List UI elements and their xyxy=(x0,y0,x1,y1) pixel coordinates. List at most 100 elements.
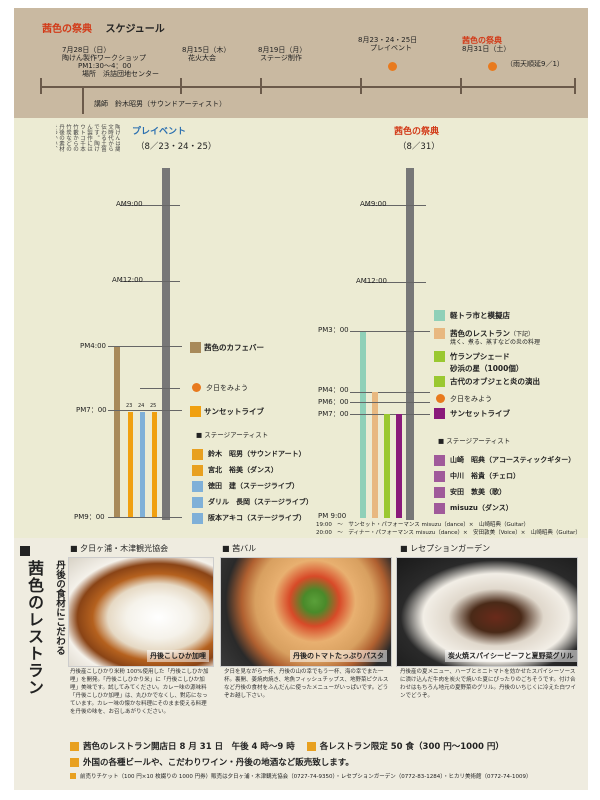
artist-item: 阪本アキコ（ステージライブ） xyxy=(192,510,313,526)
bar-num: 23 xyxy=(126,403,133,409)
cafe-label: 茜色のカフェバー xyxy=(204,343,264,352)
artist-swatch xyxy=(434,470,445,482)
event-fireworks: 8月15日（木） 花火大会 xyxy=(182,46,231,63)
event-stage: 8月19日（月） ステージ制作 xyxy=(258,46,307,63)
restaurant-sub: 焼く、煮る、蒸すなどの炎の料理 xyxy=(450,339,541,346)
live-bar xyxy=(128,412,133,518)
market-swatch xyxy=(434,310,445,321)
section-desc: 夕日を見ながら一杯、丹後の山の幸でもう一杯、海の幸でまた一杯。裏開、姜焼肉焼き、… xyxy=(224,669,389,699)
artist-item: 鈴木 昭男（サウンドアート） xyxy=(192,446,313,462)
timeline-tick xyxy=(180,78,182,94)
time-label: PM4：00 xyxy=(318,386,349,394)
time-label: PM7：00 xyxy=(76,406,107,414)
intro-vertical-text: 陶けんは縄文時代から伝わる土笛です。陶けん製作にはウトコ千本竹藪からの竹炭などの… xyxy=(56,124,120,152)
section-desc: 丹後産の夏メニュー、ハーブとミニトマトを効かせたスパイシーソースに漬け込んだ牛肉… xyxy=(400,669,576,699)
hline xyxy=(120,205,180,206)
time-label: PM4:00 xyxy=(80,342,106,350)
timeline-tick xyxy=(82,86,84,114)
pre-event-title: プレイベント xyxy=(132,127,187,137)
section-title: ■ レセプションガーデン xyxy=(400,544,491,553)
schedule-title: 茜色の祭典 スケジュール xyxy=(42,24,165,36)
pre-event-dates: （8／23・24・25） xyxy=(136,142,217,152)
lamp-swatch xyxy=(434,351,445,362)
artist-item: 宮北 裕美（ダンス） xyxy=(192,462,313,478)
live-label: サンセットライブ xyxy=(204,407,264,416)
restaurant-vertical-title: 丹後の食材にこだわる 茜色のレストラン xyxy=(16,546,72,716)
time-label: AM12:00 xyxy=(112,276,144,284)
restaurant-swatch xyxy=(434,328,445,339)
sunset-dot xyxy=(192,383,201,392)
sand-stars-label: 砂浜の星（1000個） xyxy=(450,364,524,373)
artist-swatch xyxy=(434,486,445,498)
restaurant-label: 茜色のレストラン（下記） xyxy=(450,329,535,338)
object-swatch xyxy=(434,376,445,387)
artist-item: ダリル 長岡（ステージライブ） xyxy=(192,494,313,510)
live-bar xyxy=(396,414,402,518)
live-swatch xyxy=(434,408,445,419)
market-label: 軽トラ市と模擬店 xyxy=(450,311,510,320)
hline xyxy=(364,282,426,283)
timeline-line xyxy=(40,86,576,88)
pre-event-dot xyxy=(388,62,397,71)
dish-caption: 丹後こしひか加哩 xyxy=(147,650,209,662)
pasta-photo: 丹後のトマトたっぷりパスタ xyxy=(220,557,392,667)
schedule-title-rest: スケジュール xyxy=(105,24,165,35)
perf-note-1: 19:00 ～ サンセット・パフォーマンス misuzu（dance）× 山崎昭… xyxy=(316,522,530,528)
time-label: PM3：00 xyxy=(318,326,349,334)
beef-photo: 炭火焼スパイシービーフと夏野菜グリル xyxy=(396,557,578,667)
timeline-tick xyxy=(260,78,262,94)
artist-swatch xyxy=(192,480,203,492)
cafe-bar xyxy=(114,346,120,518)
festival-dates: （8／31） xyxy=(398,142,440,152)
pre-stage-title: ■ ステージアーティスト xyxy=(196,431,269,439)
hline xyxy=(350,402,430,403)
bullet-icon xyxy=(70,757,79,767)
time-label: AM9:00 xyxy=(116,200,143,208)
time-label: PM 9:00 xyxy=(318,512,347,520)
lecturer: 講師 鈴木昭男（サウンドアーティスト） xyxy=(94,100,227,108)
event-pre: 8月23・24・25日 プレイベント xyxy=(358,36,418,53)
hline xyxy=(364,205,426,206)
festival-stage-title: ■ ステージアーティスト xyxy=(438,437,511,445)
sunset-label: 夕日をみよう xyxy=(450,395,492,403)
live-label: サンセットライブ xyxy=(450,409,510,418)
section-desc: 丹後産こしひかり米粉 100%使用した「丹後こしひか加哩」を開発。「丹後こしひか… xyxy=(70,669,209,715)
live-swatch xyxy=(190,406,201,417)
festival-title: 茜色の祭典 xyxy=(394,127,440,137)
bullet-icon xyxy=(70,741,79,751)
artist-swatch xyxy=(434,454,445,466)
sunset-dot xyxy=(436,394,445,403)
artist-swatch xyxy=(434,502,445,514)
artist-item: 安田 敦美（歌） xyxy=(434,484,575,500)
schedule-title-red: 茜色の祭典 xyxy=(42,24,92,35)
square-mark xyxy=(20,546,30,556)
artist-item: 徳田 建（ステージライブ） xyxy=(192,478,313,494)
artist-item: 山崎 昭典（アコースティックギター） xyxy=(434,452,575,468)
lamp-bar xyxy=(384,414,390,518)
artist-item: 中川 裕貴（チェロ） xyxy=(434,468,575,484)
hline xyxy=(120,281,180,282)
hline xyxy=(350,392,430,393)
artist-swatch xyxy=(192,448,203,460)
section-title: ■ 夕日ヶ浦・木津観光協会 xyxy=(70,544,169,553)
footer-line-1: 茜色のレストラン開店日 8 月 31 日 午後 4 時～9 時 各レストラン限定… xyxy=(70,740,504,752)
bullet-icon xyxy=(306,741,316,751)
section-title: ■ 茜バル xyxy=(222,544,257,553)
market-bar xyxy=(360,332,366,518)
event-workshop: 7月28日（日） 陶けん製作ワークショップ PM1:30～4：00 場所 浜詰団… xyxy=(62,46,159,79)
hline xyxy=(350,331,430,332)
bar-num: 24 xyxy=(138,403,145,409)
timeline-tick xyxy=(360,78,362,94)
artist-swatch xyxy=(192,464,203,476)
artist-swatch xyxy=(192,496,203,508)
hline xyxy=(108,517,182,518)
dish-caption: 丹後のトマトたっぷりパスタ xyxy=(290,650,387,662)
rain-date: （雨天順延9／1） xyxy=(506,60,564,68)
festival-dot xyxy=(488,62,497,71)
live-bar xyxy=(140,412,145,518)
hline xyxy=(108,410,182,411)
perf-note-2: 20:00 ～ ディナー・パフォーマンス misuzu（dance）× 安田敦美… xyxy=(316,530,581,536)
bar-num: 25 xyxy=(150,403,157,409)
festival-axis xyxy=(406,168,414,520)
hline xyxy=(140,388,180,389)
